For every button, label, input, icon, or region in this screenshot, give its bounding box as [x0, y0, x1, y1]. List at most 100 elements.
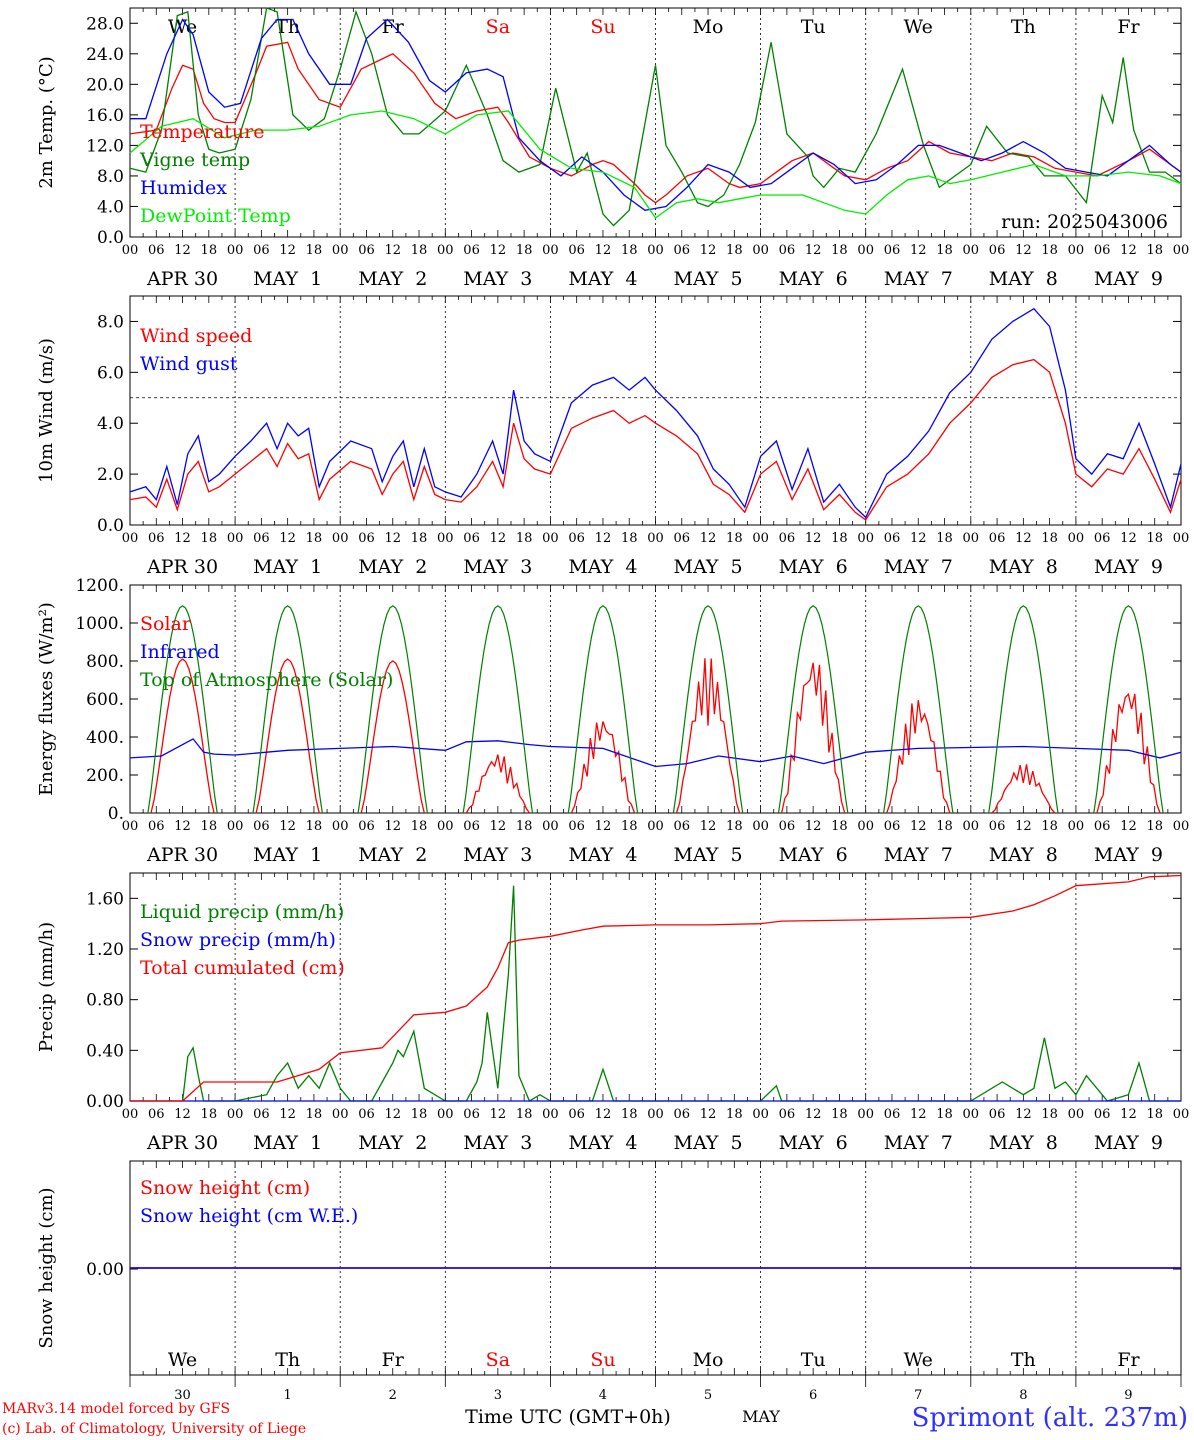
hour-tick-label: 18: [831, 531, 848, 546]
hour-tick-label: 00: [542, 1107, 559, 1122]
hour-tick-label: 00: [1173, 531, 1190, 546]
weekday-label: We: [168, 1349, 197, 1371]
day-number-label: 4: [599, 1388, 607, 1403]
date-label: MAY 7: [884, 1132, 953, 1154]
series-wind-speed: [129, 358, 1182, 521]
day-number-label: 2: [389, 1388, 397, 1403]
hour-tick-label: 00: [963, 531, 980, 546]
legend-entry: Total cumulated (cm): [140, 957, 345, 979]
series-total-cumulated-cm: [130, 874, 1182, 1102]
hour-tick-label: 06: [989, 1107, 1006, 1122]
date-label: MAY 9: [1094, 1132, 1163, 1154]
hour-tick-label: 12: [384, 819, 401, 834]
hour-tick-label: 12: [700, 819, 717, 834]
hour-tick-label: 18: [936, 531, 953, 546]
date-label: MAY 2: [358, 556, 427, 578]
y-tick-label: 0.00: [86, 1092, 124, 1112]
hour-tick-label: 18: [1041, 243, 1058, 258]
hour-tick-label: 06: [1094, 531, 1111, 546]
hour-tick-label: 00: [227, 1107, 244, 1122]
hour-tick-label: 06: [779, 819, 796, 834]
y-tick-label: 6.0: [97, 363, 124, 383]
hour-tick-label: 18: [936, 1107, 953, 1122]
hour-tick-label: 18: [411, 531, 428, 546]
series-solar: [991, 764, 1056, 814]
y-tick-label: 1000.: [75, 614, 124, 634]
hour-tick-label: 12: [1015, 531, 1032, 546]
day-number-label: 30: [174, 1388, 191, 1403]
hour-tick-label: 12: [595, 243, 612, 258]
hour-tick-label: 06: [884, 1107, 901, 1122]
hour-tick-label: 06: [463, 1107, 480, 1122]
hour-tick-label: 00: [332, 1107, 349, 1122]
date-label: APR 30: [146, 268, 218, 290]
hour-tick-label: 12: [490, 243, 507, 258]
date-label: MAY 8: [989, 268, 1058, 290]
series-top-of-atmosphere-solar: [777, 605, 849, 814]
hour-tick-label: 06: [568, 1107, 585, 1122]
legend-entry: Liquid precip (mm/h): [140, 901, 344, 923]
hour-tick-label: 18: [1041, 531, 1058, 546]
hour-tick-label: 18: [831, 243, 848, 258]
day-number-label: 8: [1019, 1388, 1027, 1403]
hour-tick-label: 00: [437, 531, 454, 546]
hour-tick-label: 18: [201, 1107, 218, 1122]
footer-copyright: (c) Lab. of Climatology, University of L…: [2, 1421, 306, 1437]
hour-tick-label: 18: [1146, 819, 1163, 834]
y-tick-label: 600.: [86, 690, 124, 710]
series-solar: [570, 721, 636, 814]
hour-tick-label: 12: [279, 243, 296, 258]
legend-entry: Snow precip (mm/h): [140, 929, 336, 951]
hour-tick-label: 00: [1068, 243, 1085, 258]
hour-tick-label: 00: [437, 1107, 454, 1122]
y-tick-label: 1.60: [86, 889, 124, 909]
date-label: MAY 1: [253, 556, 322, 578]
hour-tick-label: 00: [647, 243, 664, 258]
hour-tick-label: 06: [568, 243, 585, 258]
hour-tick-label: 12: [384, 531, 401, 546]
hour-tick-label: 06: [884, 531, 901, 546]
date-label: MAY 6: [779, 268, 848, 290]
y-axis-label: 2m Temp. (°C): [36, 56, 57, 188]
date-label: MAY 7: [884, 844, 953, 866]
legend-entry: Infrared: [140, 641, 220, 663]
hour-tick-label: 18: [621, 243, 638, 258]
y-tick-label: 0.80: [86, 991, 124, 1011]
hour-tick-label: 18: [1041, 1107, 1058, 1122]
weekday-label: Su: [590, 16, 615, 38]
hour-tick-label: 00: [437, 243, 454, 258]
weekday-label: Tu: [801, 1349, 826, 1371]
series-top-of-atmosphere-solar: [567, 605, 639, 814]
y-tick-label: 4.0: [97, 414, 124, 434]
date-label: MAY 5: [673, 844, 742, 866]
y-tick-label: 0.00: [86, 1260, 124, 1280]
hour-tick-label: 06: [253, 243, 270, 258]
time-axis-xlabel: Time UTC (GMT+0h): [465, 1406, 671, 1428]
hour-tick-label: 06: [358, 819, 375, 834]
hour-tick-label: 00: [122, 243, 139, 258]
hour-tick-label: 12: [279, 531, 296, 546]
hour-tick-label: 00: [647, 1107, 664, 1122]
date-label: MAY 8: [989, 844, 1058, 866]
series-top-of-atmosphere-solar: [883, 605, 954, 814]
weekday-label: Fr: [382, 1349, 405, 1371]
series-humidex: [130, 18, 1182, 211]
legend-entry: Temperature: [140, 121, 264, 143]
hour-tick-label: 00: [752, 819, 769, 834]
y-tick-label: 8.0: [97, 312, 124, 332]
hour-tick-label: 12: [1120, 1107, 1137, 1122]
hour-tick-label: 00: [542, 819, 559, 834]
weekday-label: Mo: [693, 16, 724, 38]
legend-entry: Top of Atmosphere (Solar): [140, 669, 393, 691]
plot-frame: [129, 295, 1182, 526]
hour-tick-label: 18: [936, 819, 953, 834]
hour-tick-label: 00: [752, 531, 769, 546]
hour-tick-label: 00: [542, 531, 559, 546]
hour-tick-label: 18: [831, 1107, 848, 1122]
series-solar: [675, 658, 741, 814]
hour-tick-label: 18: [1041, 819, 1058, 834]
hour-tick-label: 18: [201, 531, 218, 546]
date-label: MAY 2: [358, 1132, 427, 1154]
series-liquid-precip-mm-h: [130, 885, 1181, 1102]
hour-tick-label: 00: [963, 1107, 980, 1122]
